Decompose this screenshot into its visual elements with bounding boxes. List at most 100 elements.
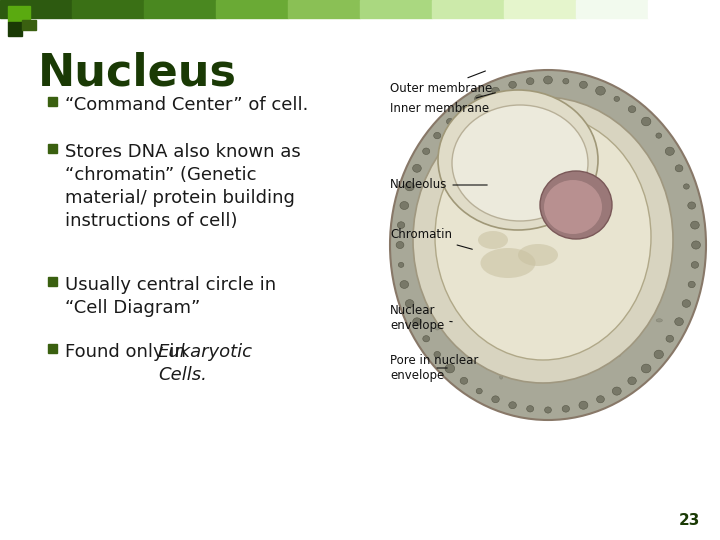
Ellipse shape: [595, 86, 606, 95]
Ellipse shape: [435, 114, 651, 360]
Ellipse shape: [452, 105, 588, 221]
Text: “Command Center” of cell.: “Command Center” of cell.: [65, 96, 308, 114]
Ellipse shape: [509, 402, 516, 409]
Ellipse shape: [644, 282, 648, 287]
Ellipse shape: [451, 286, 456, 292]
Ellipse shape: [675, 165, 683, 172]
Ellipse shape: [396, 241, 404, 248]
Bar: [576, 0, 648, 18]
Ellipse shape: [580, 81, 588, 89]
Bar: [72, 0, 144, 18]
Text: Nucleolus: Nucleolus: [390, 179, 487, 192]
Ellipse shape: [461, 106, 467, 112]
Ellipse shape: [436, 327, 439, 330]
Bar: [48, 344, 57, 353]
Ellipse shape: [460, 377, 468, 384]
Ellipse shape: [423, 148, 430, 154]
Bar: [360, 0, 432, 18]
Bar: [144, 0, 216, 18]
Bar: [0, 0, 72, 18]
Ellipse shape: [585, 148, 588, 153]
Ellipse shape: [544, 180, 602, 234]
Text: Eukaryotic
Cells.: Eukaryotic Cells.: [158, 343, 253, 384]
Ellipse shape: [666, 335, 674, 342]
Ellipse shape: [665, 147, 675, 156]
Ellipse shape: [691, 261, 698, 268]
Ellipse shape: [390, 70, 706, 420]
Ellipse shape: [428, 269, 433, 273]
Ellipse shape: [529, 351, 532, 357]
Ellipse shape: [540, 171, 612, 239]
Bar: [648, 0, 720, 18]
Text: 23: 23: [679, 513, 700, 528]
Ellipse shape: [518, 244, 558, 266]
Ellipse shape: [474, 94, 484, 103]
Text: Nucleus: Nucleus: [38, 52, 237, 95]
Ellipse shape: [662, 196, 665, 200]
Ellipse shape: [683, 184, 689, 189]
Ellipse shape: [628, 377, 636, 384]
Text: Nuclear
envelope: Nuclear envelope: [390, 304, 452, 332]
Ellipse shape: [460, 224, 464, 227]
Ellipse shape: [600, 159, 604, 164]
Ellipse shape: [688, 281, 696, 288]
Bar: [288, 0, 360, 18]
Ellipse shape: [413, 97, 673, 383]
Text: Found only in: Found only in: [65, 343, 192, 361]
Ellipse shape: [476, 388, 482, 394]
Ellipse shape: [492, 87, 499, 94]
Bar: [8, 22, 22, 36]
Ellipse shape: [433, 132, 441, 139]
Ellipse shape: [691, 241, 701, 249]
Ellipse shape: [479, 167, 485, 172]
Ellipse shape: [400, 201, 409, 210]
Text: Usually central circle in
“Cell Diagram”: Usually central circle in “Cell Diagram”: [65, 276, 276, 317]
Ellipse shape: [656, 319, 662, 322]
Bar: [48, 277, 57, 286]
Ellipse shape: [413, 318, 421, 326]
Ellipse shape: [405, 182, 415, 191]
Ellipse shape: [397, 222, 405, 228]
Ellipse shape: [642, 364, 651, 373]
Ellipse shape: [413, 164, 421, 172]
Ellipse shape: [617, 353, 621, 356]
Ellipse shape: [688, 202, 696, 209]
Ellipse shape: [398, 262, 404, 267]
Text: Pore in nuclear
envelope: Pore in nuclear envelope: [390, 354, 478, 382]
Ellipse shape: [445, 364, 455, 373]
Ellipse shape: [612, 387, 621, 395]
Ellipse shape: [563, 78, 569, 84]
Ellipse shape: [547, 341, 553, 345]
Ellipse shape: [614, 96, 620, 102]
Ellipse shape: [597, 396, 604, 403]
Ellipse shape: [526, 406, 534, 412]
Ellipse shape: [629, 155, 636, 161]
Ellipse shape: [569, 355, 573, 359]
Ellipse shape: [478, 357, 485, 362]
Ellipse shape: [400, 281, 409, 288]
Ellipse shape: [480, 248, 536, 278]
Bar: [8, 6, 30, 22]
Ellipse shape: [642, 117, 651, 126]
Ellipse shape: [675, 318, 683, 326]
Bar: [22, 20, 36, 30]
Ellipse shape: [629, 106, 636, 113]
Ellipse shape: [544, 76, 552, 84]
Ellipse shape: [690, 221, 699, 229]
Text: Stores DNA also known as
“chromatin” (Genetic
material/ protein building
instruc: Stores DNA also known as “chromatin” (Ge…: [65, 143, 301, 230]
Text: Inner membrane: Inner membrane: [390, 93, 495, 114]
Text: Chromatin: Chromatin: [390, 228, 472, 249]
Ellipse shape: [659, 223, 665, 228]
Bar: [48, 97, 57, 106]
Text: Outer membrane: Outer membrane: [390, 71, 492, 94]
Ellipse shape: [523, 98, 527, 102]
Ellipse shape: [656, 133, 662, 138]
Ellipse shape: [498, 111, 505, 114]
Ellipse shape: [639, 180, 642, 184]
Ellipse shape: [478, 231, 508, 249]
Ellipse shape: [548, 144, 553, 150]
Ellipse shape: [509, 82, 516, 88]
Ellipse shape: [591, 356, 596, 360]
Ellipse shape: [622, 321, 626, 325]
Ellipse shape: [526, 78, 534, 85]
